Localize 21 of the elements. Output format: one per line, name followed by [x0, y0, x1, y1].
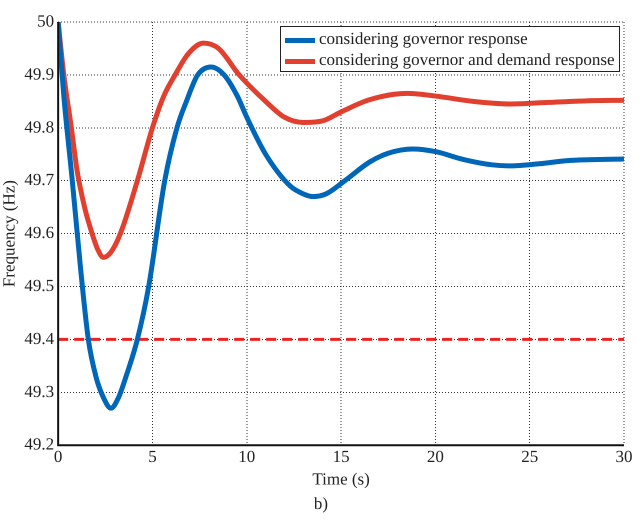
y-tick-label: 50 — [37, 11, 54, 30]
x-tick-label: 10 — [238, 446, 256, 466]
y-tick-label: 49.8 — [24, 117, 54, 136]
legend-label: considering governor and demand response — [319, 50, 615, 69]
y-axis-title: Frequency (Hz) — [0, 180, 19, 288]
y-tick-label: 49.7 — [24, 170, 55, 190]
y-tick-label: 49.3 — [24, 382, 54, 401]
y-tick-label: 49.5 — [24, 276, 54, 295]
x-tick-label: 5 — [148, 446, 157, 466]
x-axis-title: Time (s) — [312, 469, 370, 488]
y-tick-label: 49.9 — [24, 64, 54, 84]
x-tick-label: 0 — [54, 446, 62, 466]
y-tick-label: 49.2 — [24, 434, 54, 454]
x-tick-label: 15 — [332, 446, 350, 466]
text: b) — [312, 494, 330, 514]
x-tick-label: 30 — [616, 446, 632, 466]
x-tick-label: 20 — [426, 446, 444, 466]
y-tick-label: 49.4 — [24, 328, 55, 348]
x-tick-label: 25 — [521, 446, 538, 466]
legend-label: considering governor response — [319, 29, 528, 48]
y-tick-label: 49.6 — [24, 223, 54, 242]
